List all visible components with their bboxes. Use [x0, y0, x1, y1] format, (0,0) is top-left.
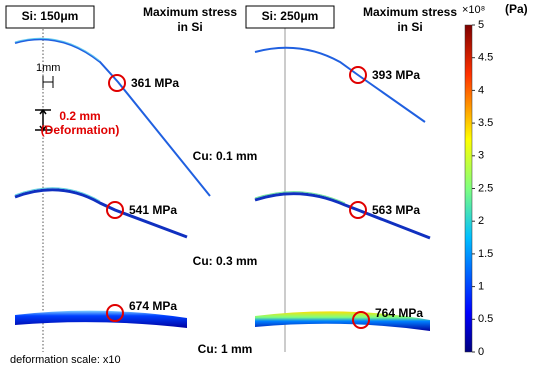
- stress-label: 393 MPa: [372, 68, 420, 82]
- deformation-scale: deformation scale: x10: [10, 354, 121, 366]
- cu-label: Cu: 0.3 mm: [193, 254, 258, 268]
- colorbar-tick-label: 2: [478, 215, 484, 227]
- stress-label: 563 MPa: [372, 203, 420, 217]
- colorbar-exponent: ×10⁸: [462, 4, 485, 16]
- colorbar-unit: (Pa): [505, 2, 528, 16]
- box-label: Si: 150μm: [22, 9, 79, 23]
- deformation-label: 0.2 mm: [59, 109, 100, 123]
- stress-title: Maximum stress: [363, 5, 457, 19]
- colorbar-tick-label: 4: [478, 84, 484, 96]
- cu-label: Cu: 1 mm: [198, 342, 253, 356]
- cu-label: Cu: 0.1 mm: [193, 149, 258, 163]
- stress-marker: [109, 75, 125, 91]
- header: Si: 150μm Maximum stress in Si Si: 250μm…: [6, 5, 457, 34]
- scale-bar-label: 1mm: [36, 62, 60, 74]
- colorbar-tick-label: 3: [478, 150, 484, 162]
- deformation-note: (Deformation): [41, 123, 120, 137]
- colorbar-tick-label: 3.5: [478, 117, 493, 129]
- stress-label: 674 MPa: [129, 299, 177, 313]
- figure: Si: 150μm Maximum stress in Si Si: 250μm…: [0, 0, 541, 370]
- stress-title: in Si: [177, 20, 202, 34]
- colorbar: [465, 25, 472, 352]
- box-label: Si: 250μm: [262, 9, 319, 23]
- colorbar-tick-label: 1.5: [478, 248, 493, 260]
- stress-label: 541 MPa: [129, 203, 177, 217]
- colorbar-tick-label: 0: [478, 346, 484, 358]
- curves: [15, 38, 430, 331]
- colorbar-tick-label: 0.5: [478, 313, 493, 325]
- colorbar-tick-label: 5: [478, 19, 484, 31]
- colorbar-tick-label: 2.5: [478, 182, 493, 194]
- colorbar-tick-label: 4.5: [478, 52, 493, 64]
- colorbar-tick-label: 1: [478, 281, 484, 293]
- stress-label: 764 MPa: [375, 306, 423, 320]
- stress-title: in Si: [397, 20, 422, 34]
- stress-label: 361 MPa: [131, 76, 179, 90]
- stress-title: Maximum stress: [143, 5, 237, 19]
